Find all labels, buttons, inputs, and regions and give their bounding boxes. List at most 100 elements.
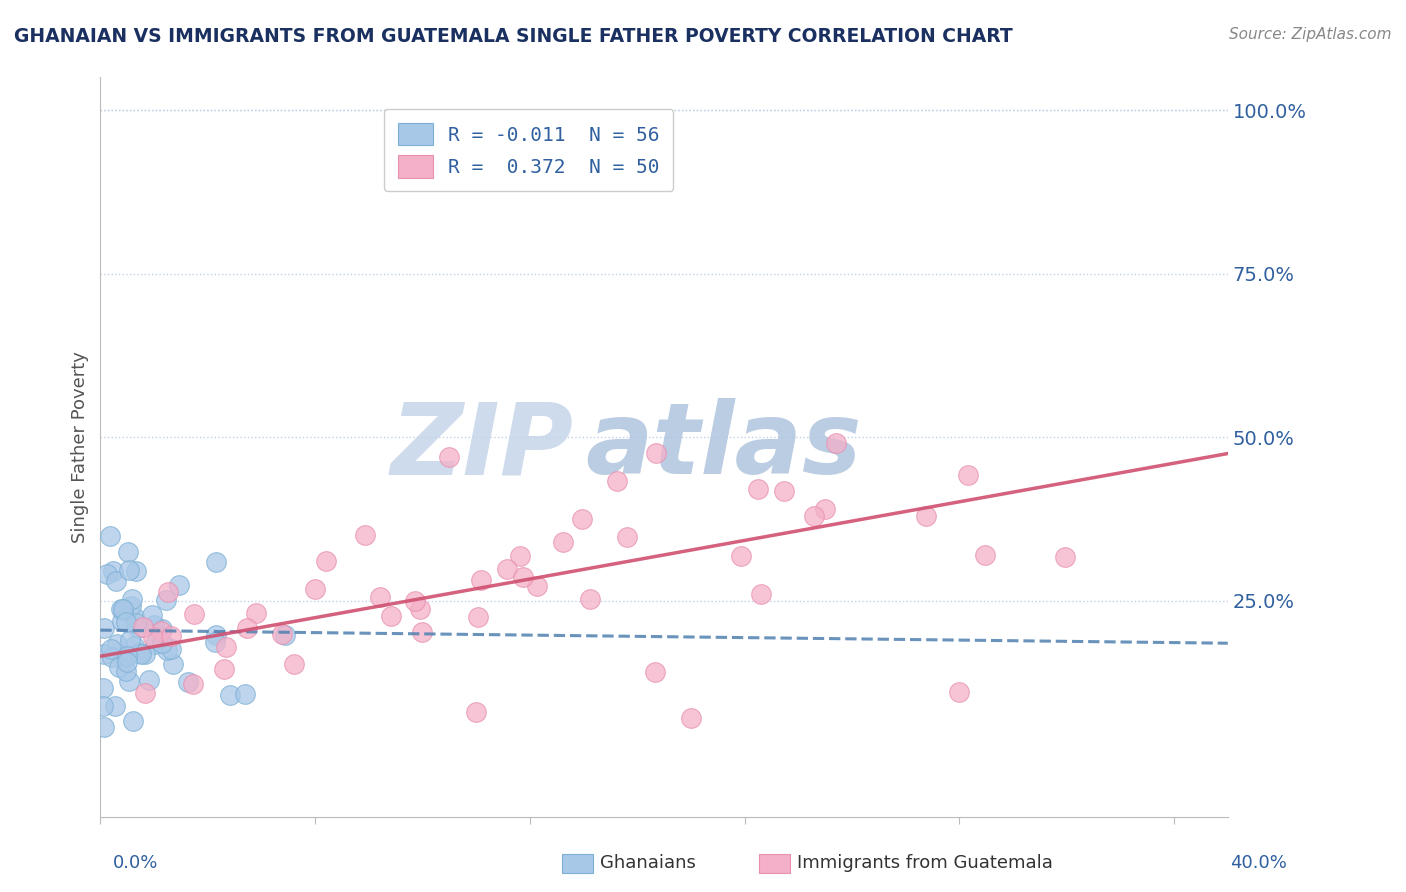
Point bbox=[156, 642, 179, 657]
Point bbox=[115, 655, 138, 669]
Point bbox=[274, 628, 297, 642]
Text: 0.0%: 0.0% bbox=[112, 854, 157, 871]
Point bbox=[380, 608, 402, 623]
Point bbox=[150, 636, 173, 650]
Point bbox=[730, 549, 752, 563]
Point bbox=[93, 621, 115, 635]
Point bbox=[157, 585, 180, 599]
Point bbox=[122, 610, 145, 624]
Point bbox=[409, 602, 432, 616]
Point bbox=[467, 609, 489, 624]
Point bbox=[747, 482, 769, 496]
Point bbox=[495, 562, 517, 576]
Point bbox=[122, 714, 145, 729]
Point bbox=[512, 570, 534, 584]
Point bbox=[110, 602, 132, 616]
Text: 40.0%: 40.0% bbox=[1230, 854, 1286, 871]
Point bbox=[115, 664, 138, 678]
Point bbox=[104, 574, 127, 588]
Point bbox=[125, 615, 148, 630]
Point bbox=[93, 720, 115, 734]
Point bbox=[118, 563, 141, 577]
Point bbox=[128, 646, 150, 660]
Point bbox=[142, 630, 165, 644]
Point bbox=[439, 450, 461, 464]
Point bbox=[606, 475, 628, 489]
Point bbox=[215, 640, 238, 654]
Point bbox=[233, 687, 256, 701]
Point bbox=[509, 549, 531, 563]
Point bbox=[404, 594, 426, 608]
Point bbox=[122, 639, 145, 653]
Point bbox=[127, 621, 149, 635]
Point bbox=[465, 705, 488, 719]
Point bbox=[957, 467, 980, 482]
Point bbox=[167, 578, 190, 592]
Point bbox=[470, 573, 492, 587]
Point bbox=[118, 633, 141, 648]
Point bbox=[155, 593, 177, 607]
Point bbox=[271, 627, 294, 641]
Point bbox=[825, 436, 848, 450]
Point bbox=[526, 579, 548, 593]
Point bbox=[204, 635, 226, 649]
Point bbox=[141, 607, 163, 622]
Text: Source: ZipAtlas.com: Source: ZipAtlas.com bbox=[1229, 27, 1392, 42]
Text: Immigrants from Guatemala: Immigrants from Guatemala bbox=[797, 854, 1053, 871]
Point bbox=[803, 508, 825, 523]
Point bbox=[212, 662, 235, 676]
Point bbox=[91, 698, 114, 713]
Point bbox=[115, 648, 138, 663]
Point bbox=[125, 564, 148, 578]
Point bbox=[120, 599, 142, 614]
Point bbox=[101, 650, 124, 665]
Point bbox=[112, 649, 135, 664]
Point bbox=[644, 665, 666, 679]
Point bbox=[98, 529, 121, 543]
Point bbox=[749, 587, 772, 601]
Point bbox=[236, 621, 259, 635]
Point bbox=[183, 607, 205, 621]
Point bbox=[1054, 549, 1077, 564]
Point bbox=[118, 673, 141, 688]
Point bbox=[162, 657, 184, 671]
Point bbox=[105, 638, 128, 652]
Point bbox=[134, 686, 156, 700]
Point bbox=[679, 711, 702, 725]
Point bbox=[134, 647, 156, 661]
Point bbox=[814, 502, 837, 516]
Point bbox=[93, 647, 115, 661]
Point bbox=[644, 445, 666, 459]
Point bbox=[304, 582, 326, 596]
Point bbox=[177, 675, 200, 690]
Point bbox=[205, 555, 228, 569]
Point bbox=[354, 528, 377, 542]
Point bbox=[104, 698, 127, 713]
Point bbox=[571, 512, 593, 526]
Point bbox=[132, 620, 155, 634]
Point bbox=[111, 602, 134, 616]
Point bbox=[91, 681, 114, 695]
Text: ZIP: ZIP bbox=[391, 399, 574, 495]
Point bbox=[149, 624, 172, 638]
Point bbox=[368, 590, 391, 604]
Point bbox=[218, 688, 240, 702]
Point bbox=[579, 592, 602, 607]
Point bbox=[772, 484, 794, 499]
Point bbox=[101, 565, 124, 579]
Point bbox=[138, 673, 160, 687]
Point bbox=[117, 545, 139, 559]
Point bbox=[160, 629, 183, 643]
Text: GHANAIAN VS IMMIGRANTS FROM GUATEMALA SINGLE FATHER POVERTY CORRELATION CHART: GHANAIAN VS IMMIGRANTS FROM GUATEMALA SI… bbox=[14, 27, 1012, 45]
Point bbox=[283, 657, 305, 671]
Point bbox=[948, 685, 970, 699]
Text: Ghanaians: Ghanaians bbox=[600, 854, 696, 871]
Point bbox=[143, 637, 166, 651]
Point bbox=[111, 603, 134, 617]
Legend: R = -0.011  N = 56, R =  0.372  N = 50: R = -0.011 N = 56, R = 0.372 N = 50 bbox=[384, 110, 673, 191]
Point bbox=[121, 592, 143, 607]
Point bbox=[115, 615, 138, 629]
Y-axis label: Single Father Poverty: Single Father Poverty bbox=[72, 351, 89, 543]
Point bbox=[245, 606, 267, 620]
Point bbox=[205, 628, 228, 642]
